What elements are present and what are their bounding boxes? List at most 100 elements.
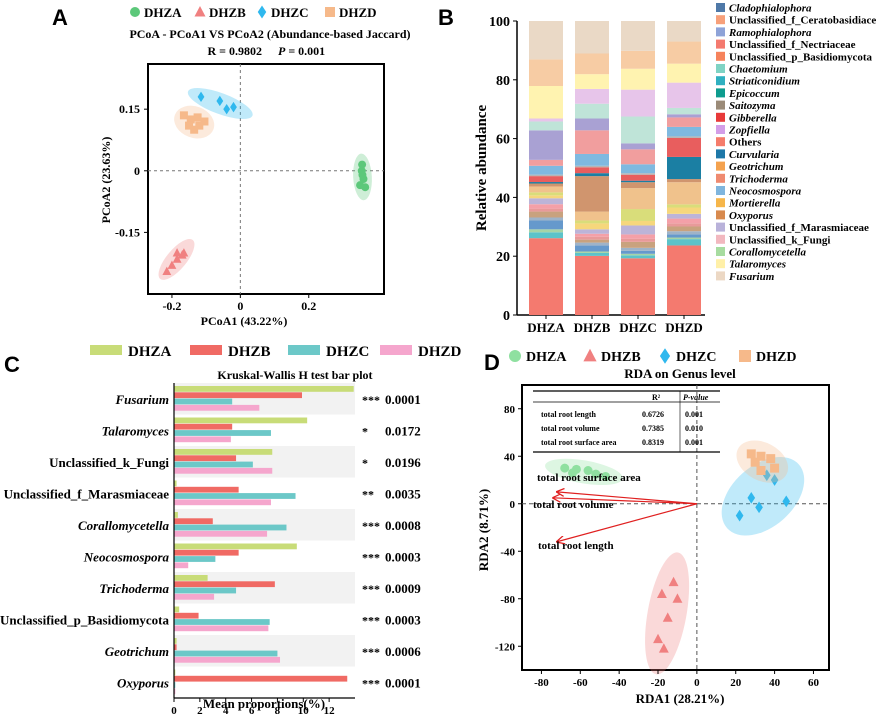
pcoa-point [179,111,188,120]
pcoa-p-stat: P = 0.001 [278,44,325,58]
kw-bar [174,524,287,531]
stacked-bar-segment [621,143,655,150]
stacked-y-label: Relative abundance [474,105,490,232]
stacked-y-tick-label: 20 [496,250,510,265]
rda-legend-marker [583,348,597,362]
rda-arrow [557,492,697,505]
pcoa-point [167,260,177,269]
stacked-bar-segment [529,182,563,184]
kw-category-label: Unclassified_f_Marasmiaceae [4,486,170,501]
kw-legend-label: DHZD [418,344,462,360]
stacked-bar-segment [575,130,609,154]
stacked-legend-swatch [716,27,725,37]
stacked-bar-segment [667,41,701,64]
kw-category-label: Oxyporus [117,675,169,690]
rda-table-r2: 0.6726 [642,410,664,419]
kw-bar [174,587,237,594]
stacked-legend-label: Ramophialophora [728,27,812,39]
stacked-bar-segment [575,255,609,315]
pcoa-y-label: PCoA2 (23.63%) [99,137,113,224]
rda-point [668,576,679,587]
rda-plot-frame [521,384,830,671]
stacked-bar-segment [529,59,563,87]
pcoa-point [193,113,202,122]
stacked-bar-segment [575,118,609,131]
stacked-legend-swatch [716,64,725,73]
stacked-bar-segment [529,121,563,131]
rda-arrow-label: total root length [538,540,614,552]
stacked-bar-segment [621,234,655,239]
stacked-legend-swatch [716,149,725,159]
stacked-bar-segment [529,208,563,212]
pcoa-x-tick-label: 0 [237,299,243,313]
rda-legend-label: DHZC [676,350,716,365]
stacked-bar-segment [575,176,609,212]
stacked-bar-segment [621,241,655,248]
stacked-bar-segment [621,253,655,256]
kw-significance: * [362,456,368,470]
rda-point [762,469,771,482]
stacked-legend-swatch [716,247,725,256]
stacked-legend-swatch [716,112,725,122]
rda-legend-label: DHZB [601,350,641,365]
stacked-legend-label: Saitozyma [729,100,776,112]
rda-x-tick-label: 40 [769,677,781,689]
stacked-bar-segment [529,211,563,218]
kw-pvalue: 0.0008 [385,518,421,533]
panel-label-d: D [484,350,500,375]
stacked-bar-segment [529,232,563,239]
rda-point [601,471,611,481]
stacked-legend-label: Talaromyces [729,259,786,271]
kw-significance: * [362,424,368,438]
rda-legend-marker [509,350,521,362]
kw-x-label: Mean proportions(%) [203,696,325,711]
rda-x-label: RDA1 (28.21%) [636,691,725,706]
panel-label-c: C [4,352,20,377]
stacked-bar-segment [621,188,655,210]
kw-bar [174,581,275,588]
rda-y-tick-label: -40 [500,546,515,558]
stacked-legend-swatch [716,198,725,208]
stacked-bar-segment [575,167,609,174]
kw-bar [174,656,281,663]
pcoa-legend-label: DHZC [271,5,309,20]
stacked-bar-segment [529,220,563,230]
rda-y-label: RDA2 (8.71%) [476,489,491,571]
kw-bar [174,386,354,392]
stacked-bar-segment [621,220,655,226]
kw-bar [174,455,237,462]
pcoa-x-tick-label: 0.2 [301,299,316,313]
rda-arrow [553,498,697,505]
stacked-bar-segment [575,21,609,54]
rda-point [560,463,570,473]
panel-label-b: B [438,5,454,30]
rda-table-r2: 0.8319 [642,438,664,447]
stacked-legend-label: Geotrichum [729,161,784,173]
rda-table-pvalue: 0.001 [685,438,703,447]
stacked-bar-segment [621,21,655,51]
kw-bar [174,467,273,474]
kw-category-label: Geotrichum [105,644,169,659]
stacked-bar-segment [667,223,701,227]
stacked-legend-label: Epicoccum [728,88,780,100]
stacked-bar-segment [575,53,609,75]
pcoa-legend: DHZA DHZB DHZC DHZD [130,5,377,20]
stacked-legend-label: Striaticonidium [729,76,800,88]
stacked-bar-segment [667,213,701,219]
rda-point [756,451,766,461]
rda-x-tick-label: -60 [573,677,588,689]
stacked-bar-segment [621,164,655,174]
kw-category-label: Talaromyces [102,423,169,438]
stacked-bar-segment [667,82,701,108]
kw-category-label: Unclassified_p_Basidiomycota [0,612,169,627]
stacked-legend-label: Others [729,137,762,149]
rda-table-pvalue: 0.001 [685,410,703,419]
kw-significance: *** [362,550,380,564]
kw-bar [174,486,239,493]
rda-point [583,466,593,475]
stacked-bar-segment [529,21,563,60]
kw-x-tick-label: 2 [197,705,203,714]
stacked-legend-label: Chaetomium [729,64,788,76]
rda-x-tick-label: -80 [534,677,549,689]
kw-pvalue: 0.0001 [385,392,421,407]
